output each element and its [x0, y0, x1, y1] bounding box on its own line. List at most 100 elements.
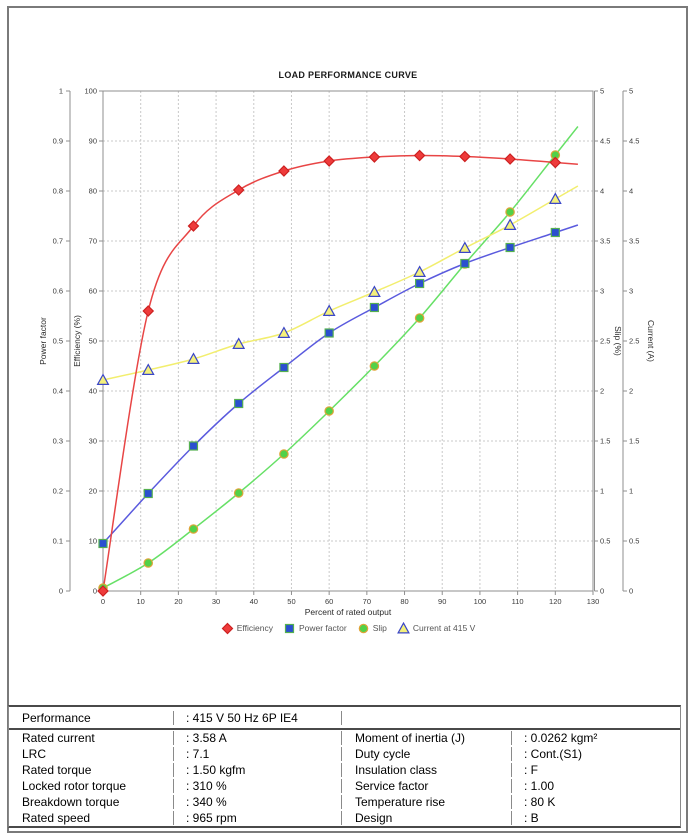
eff-tick-label: 80 [89, 187, 97, 196]
spec-grid: Rated current: 3.58 A Moment of inertia (… [9, 730, 680, 826]
pf-tick-label: 0.1 [53, 537, 63, 546]
spec-row: Breakdown torque: 340 % Temperature rise:… [9, 794, 680, 810]
current-tick-label: 2.5 [629, 337, 639, 346]
legend-item: Power factor [283, 622, 347, 635]
eff-tick-label: 10 [89, 537, 97, 546]
pf-tick-label: 0 [59, 587, 63, 596]
performance-row: Performance : 415 V 50 Hz 6P IE4 [9, 707, 680, 730]
pf-tick-label: 0.2 [53, 487, 63, 496]
spec-label: Insulation class [342, 763, 512, 777]
circle-marker-icon [358, 623, 368, 633]
eff-tick-label: 60 [89, 287, 97, 296]
performance-label: Performance [9, 710, 174, 725]
spec-row: Rated speed: 965 rpm Design : B [9, 810, 680, 826]
diamond-marker-icon [221, 622, 234, 634]
current-tick-label: 4 [629, 187, 633, 196]
pf-tick-label: 0.5 [53, 337, 63, 346]
pf-tick-label: 0.3 [53, 437, 63, 446]
series-line-power-factor [102, 224, 579, 545]
slip-axis-title: Slip (%) [613, 326, 623, 356]
x-tick-label: 20 [174, 597, 182, 606]
current-axis-title: Current (A) [646, 320, 656, 362]
current-tick-label: 4.5 [629, 137, 639, 146]
legend-label: Current at 415 V [412, 623, 476, 633]
x-tick-label: 90 [438, 597, 446, 606]
slip-tick-label: 3 [600, 287, 604, 296]
current-tick-label: 1.5 [629, 437, 639, 446]
x-tick-label: 110 [512, 597, 524, 606]
current-tick-label: 0 [629, 587, 633, 596]
chart-title: LOAD PERFORMANCE CURVE [279, 70, 418, 80]
spec-value: : 965 rpm [174, 811, 342, 825]
spec-row: Rated current: 3.58 A Moment of inertia (… [9, 730, 680, 746]
x-tick-label: 80 [400, 597, 408, 606]
current-tick-label: 2 [629, 387, 633, 396]
legend-label: Efficiency [236, 623, 273, 633]
current-tick-label: 5 [629, 87, 633, 96]
spec-label: Rated speed [9, 811, 174, 825]
spec-value: : F [524, 763, 538, 777]
pf-tick-label: 1 [59, 87, 63, 96]
spec-label: Rated torque [9, 763, 174, 777]
x-axis-title: Percent of rated output [305, 607, 392, 617]
eff-tick-label: 50 [89, 337, 97, 346]
series-markers-current-at-415-v [96, 192, 562, 385]
spec-label: Breakdown torque [9, 795, 174, 809]
current-tick-label: 3 [629, 287, 633, 296]
series-line-slip [102, 126, 579, 589]
legend-label: Power factor [298, 623, 347, 633]
series-line-efficiency [102, 154, 578, 592]
slip-tick-label: 3.5 [600, 237, 610, 246]
eff-tick-label: 0 [93, 587, 97, 596]
spec-value: : 3.58 A [174, 731, 342, 745]
pf-tick-label: 0.8 [53, 187, 63, 196]
x-tick-label: 10 [137, 597, 145, 606]
slip-tick-label: 1 [600, 487, 604, 496]
spec-table: Performance : 415 V 50 Hz 6P IE4 Rated c… [8, 705, 681, 828]
chart-legend: Efficiency Power factor Slip Current at 415… [0, 621, 696, 635]
series-markers-efficiency [97, 149, 562, 597]
spec-value: : 310 % [174, 779, 342, 793]
spec-label: Duty cycle [342, 747, 512, 761]
slip-tick-label: 1.5 [600, 437, 610, 446]
spec-row: Locked rotor torque: 310 % Service factor… [9, 778, 680, 794]
spec-label: Moment of inertia (J) [342, 731, 512, 745]
eff-tick-label: 20 [89, 487, 97, 496]
slip-tick-label: 2.5 [600, 337, 610, 346]
square-marker-icon [284, 623, 295, 633]
spec-value: : 80 K [524, 795, 556, 809]
current-tick-label: 3.5 [629, 237, 639, 246]
performance-value: : 415 V 50 Hz 6P IE4 [174, 710, 342, 725]
spec-label: Service factor [342, 779, 512, 793]
x-tick-label: 30 [212, 597, 220, 606]
spec-value: : Cont.(S1) [524, 747, 583, 761]
slip-tick-label: 5 [600, 87, 604, 96]
eff-tick-label: 70 [89, 237, 97, 246]
spec-row: Rated torque: 1.50 kgfm Insulation class:… [9, 762, 680, 778]
eff-tick-label: 100 [84, 87, 97, 96]
eff-tick-label: 90 [89, 137, 97, 146]
eff-tick-label: 40 [89, 387, 97, 396]
spec-value: : 1.50 kgfm [174, 763, 342, 777]
x-tick-label: 70 [363, 597, 371, 606]
pf-tick-label: 0.9 [53, 137, 63, 146]
legend-label: Slip [372, 623, 387, 633]
spec-label: Design [342, 811, 512, 825]
spec-label: Temperature rise [342, 795, 512, 809]
pf-axis-title: Power factor [38, 317, 48, 365]
spec-value: : B [524, 811, 539, 825]
series-markers-power-factor [98, 227, 560, 549]
legend-item: Current at 415 V [396, 621, 476, 635]
spec-value: : 7.1 [174, 747, 342, 761]
spec-label: Locked rotor torque [9, 779, 174, 793]
x-tick-label: 120 [549, 597, 562, 606]
eff-axis-title: Efficiency (%) [72, 315, 82, 367]
slip-tick-label: 0.5 [600, 537, 610, 546]
x-tick-label: 50 [287, 597, 295, 606]
triangle-marker-icon [396, 621, 410, 633]
x-tick-label: 100 [474, 597, 487, 606]
spec-value: : 340 % [174, 795, 342, 809]
spec-value: : 0.0262 kgm² [524, 731, 598, 745]
pf-tick-label: 0.4 [53, 387, 63, 396]
current-tick-label: 0.5 [629, 537, 639, 546]
